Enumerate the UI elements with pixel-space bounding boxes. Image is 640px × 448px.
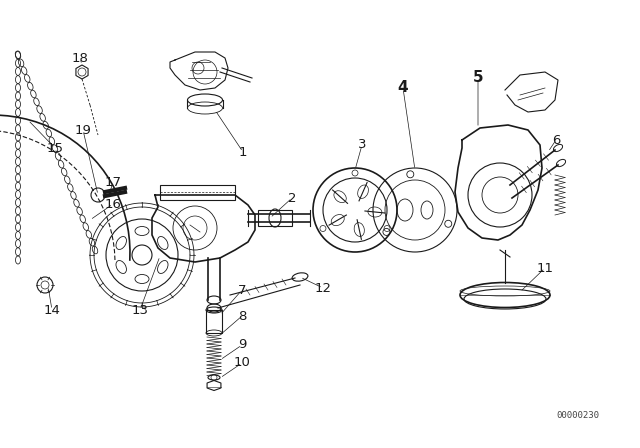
Text: 5: 5 [473,70,483,86]
Text: 7: 7 [237,284,246,297]
Text: 11: 11 [536,262,554,275]
Text: 2: 2 [288,191,296,204]
Text: 18: 18 [72,52,88,65]
Text: 15: 15 [47,142,63,155]
Text: 1: 1 [239,146,247,159]
Text: 9: 9 [238,339,246,352]
Text: 19: 19 [75,124,92,137]
Text: 10: 10 [234,357,250,370]
Text: 3: 3 [358,138,366,151]
Text: 16: 16 [104,198,122,211]
Text: 12: 12 [314,281,332,294]
Text: 4: 4 [397,81,408,95]
Text: 13: 13 [131,303,148,316]
Text: 6: 6 [552,134,560,146]
Text: 8: 8 [238,310,246,323]
Text: 00000230: 00000230 [557,412,600,421]
Text: 14: 14 [44,303,60,316]
Text: 17: 17 [104,176,122,189]
